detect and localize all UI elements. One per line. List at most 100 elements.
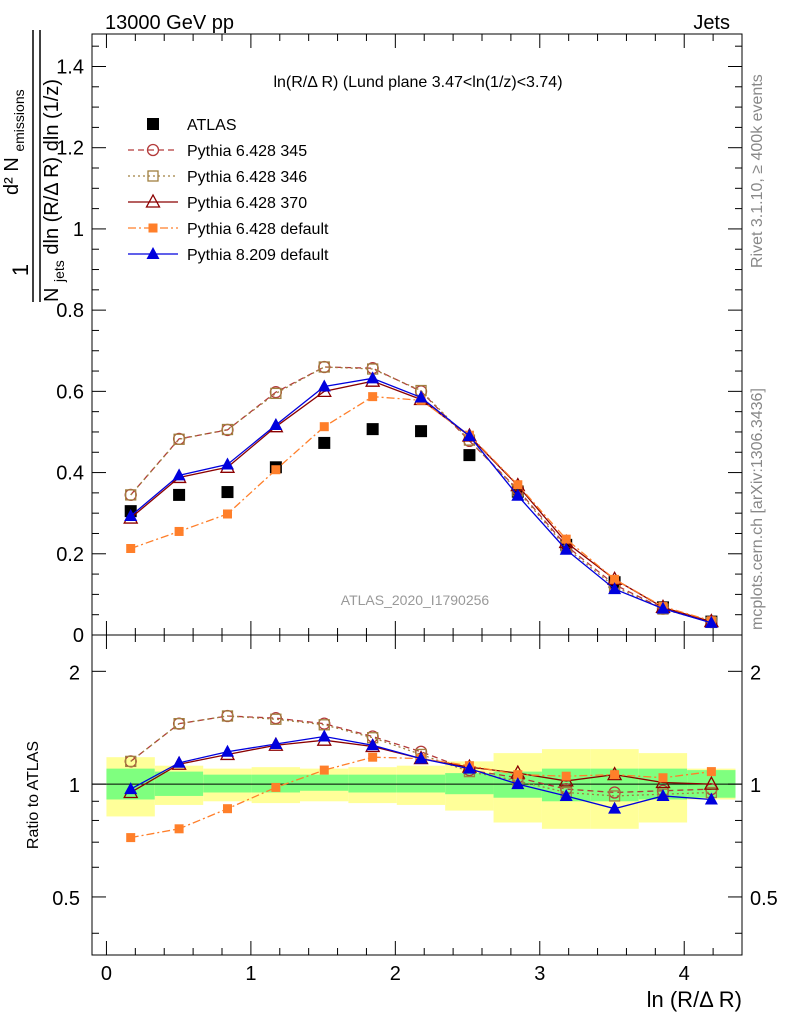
point-pythia-8-209-default (704, 615, 718, 628)
y-label-den-rest: dln (R/Δ R) dln (1/z) (41, 79, 63, 255)
ratio-y-tick-label-right: 1 (750, 775, 761, 797)
side-text-bottom: mcplots.cern.ch [arXiv:1306.3436] (749, 388, 766, 630)
point-pythia-8-209-default (608, 582, 622, 595)
band-inner (396, 774, 446, 793)
point-pythia-6-428-346 (173, 433, 185, 445)
header-right: Jets (693, 12, 730, 34)
ratio-point-pythia-8-209-default (414, 751, 428, 764)
x-tick-label: 3 (534, 963, 545, 985)
plot-title: ln(R/Δ R) (Lund plane 3.47<ln(1/z)<3.74) (273, 74, 562, 91)
y-label-den-main: N (41, 288, 63, 302)
ratio-point-pythia-8-209-default (704, 792, 718, 805)
ratio-point-pythia-6-428-default (561, 771, 571, 781)
ratio-point-pythia-6-428-default (368, 752, 378, 762)
y-label-main: 1 d² N emissions N jets dln (R/Δ R) dln … (1, 30, 69, 302)
point-pythia-6-428-346 (125, 489, 137, 501)
point-pythia-8-209-default (220, 457, 234, 470)
ratio-point-pythia-6-428-default (126, 833, 136, 843)
ratio-point-pythia-6-428-370 (703, 775, 719, 790)
point-pythia-6-428-default (126, 544, 136, 554)
ratio-y-tick-label-left: 0.5 (52, 888, 80, 910)
x-tick-label: 2 (390, 963, 401, 985)
ratio-point-pythia-8-209-default (608, 801, 622, 814)
point-pythia-6-428-default (368, 392, 378, 402)
main-plot-layer (123, 360, 719, 629)
y-label-ratio: Ratio to ATLAS (25, 741, 42, 849)
ratio-point-pythia-8-209-default (462, 761, 476, 774)
ratio-point-pythia-6-428-default (271, 782, 281, 792)
ratio-point-pythia-6-428-default (222, 804, 232, 814)
point-pythia-8-209-default (656, 601, 670, 614)
ratio-point-pythia-6-428-346 (221, 710, 234, 722)
ratio-line-pythia-6-428-346 (130, 715, 712, 797)
point-pythia-8-209-default (511, 488, 525, 501)
x-label: ln (R/Δ R) (647, 987, 742, 1012)
ratio-point-pythia-6-428-default (513, 770, 523, 780)
y-tick-label: 0.8 (56, 300, 84, 322)
ratio-point-pythia-6-428-346 (270, 713, 282, 725)
point-pythia-6-428-346 (270, 387, 282, 400)
ratio-point-pythia-6-428-default (319, 765, 329, 775)
line-pythia-6-428-345 (130, 366, 712, 623)
y-label-denominator: N jets dln (R/Δ R) dln (1/z) (41, 79, 69, 302)
legend-label: ATLAS (187, 117, 237, 134)
point-pythia-8-209-default (172, 468, 186, 481)
x-tick-label: 1 (245, 963, 256, 985)
legend-label: Pythia 6.428 default (187, 221, 329, 238)
ratio-y-tick-label-right: 2 (750, 662, 761, 684)
point-pythia-6-428-346 (221, 423, 234, 436)
legend-marker (145, 193, 161, 208)
y-label-num-sub: emissions (11, 89, 27, 151)
point-pythia-8-209-default (366, 371, 380, 384)
ratio-point-pythia-6-428-346 (125, 755, 137, 768)
ratio-point-pythia-6-428-346 (173, 718, 185, 730)
point-pythia-6-428-default (271, 465, 281, 475)
point-pythia-8-209-default (269, 418, 283, 431)
legend-label: Pythia 6.428 346 (187, 169, 307, 186)
point-pythia-6-428-default (513, 480, 523, 490)
legend-marker (147, 118, 159, 130)
ratio-point-pythia-8-209-default (269, 736, 283, 749)
point-pythia-8-209-default (559, 542, 573, 555)
point-pythia-6-428-default (561, 534, 571, 544)
point-atlas (366, 423, 379, 436)
legend-label: Pythia 8.209 default (187, 247, 329, 264)
point-pythia-8-209-default (414, 390, 428, 403)
band-inner (348, 774, 397, 793)
y-tick-label: 0.2 (56, 544, 84, 566)
legend-marker (146, 143, 160, 157)
header-left: 13000 GeV pp (105, 12, 234, 34)
x-tick-label: 4 (679, 963, 690, 985)
point-atlas (415, 425, 428, 438)
ratio-point-pythia-8-209-default (511, 777, 525, 790)
point-atlas (318, 436, 331, 449)
point-pythia-6-428-default (222, 509, 232, 519)
ratio-point-pythia-8-209-default (559, 788, 573, 801)
watermark: ATLAS_2020_I1790256 (341, 592, 490, 608)
ratio-y-tick-label-left: 1 (69, 775, 80, 797)
side-text-top: Rivet 3.1.10, ≥ 400k events (749, 74, 766, 268)
ratio-point-pythia-8-209-default (220, 744, 234, 757)
point-pythia-6-428-346 (318, 361, 330, 373)
ratio-point-pythia-6-428-default (174, 824, 184, 834)
ratio-uncertainty-bands (106, 749, 736, 829)
point-atlas (173, 488, 186, 501)
y-tick-label: 0.4 (56, 463, 84, 485)
point-atlas (221, 486, 234, 499)
ratio-point-pythia-8-209-default (124, 782, 138, 795)
point-pythia-6-428-default (174, 526, 184, 536)
y-tick-label: 0.6 (56, 381, 84, 403)
band-inner (203, 774, 252, 793)
y-label-numerator: d² N emissions (1, 89, 27, 195)
y-tick-label: 1.2 (56, 138, 84, 160)
point-pythia-6-428-default (610, 574, 620, 584)
y-label-den-sub: jets (51, 260, 67, 283)
y-tick-label: 1.4 (56, 56, 84, 78)
y-tick-label: 1 (73, 219, 84, 241)
y-label-num-main: d² N (1, 157, 23, 195)
ratio-y-tick-label-left: 2 (69, 662, 80, 684)
y-tick-label: 0 (73, 625, 84, 647)
legend: ATLAS Pythia 6.428 345 Pythia 6.428 346 Pyt… (128, 117, 329, 264)
point-pythia-8-209-default (124, 509, 138, 522)
ratio-point-pythia-6-428-default (658, 773, 668, 783)
